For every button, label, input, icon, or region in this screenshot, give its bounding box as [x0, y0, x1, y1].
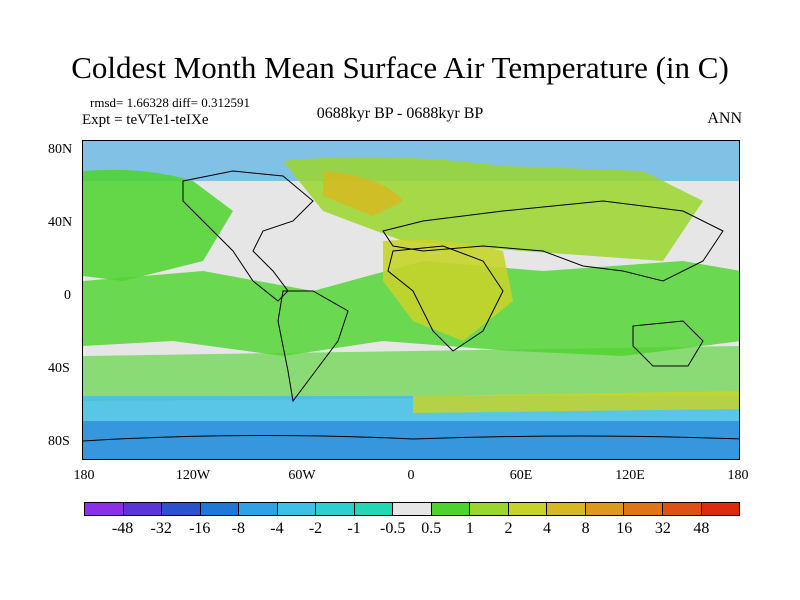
australia-outline — [632, 320, 704, 367]
south-america-outline — [277, 290, 349, 403]
x-label-0: 0 — [407, 468, 415, 483]
x-label-120e: 120E — [615, 468, 645, 483]
y-label-80s: 80S — [48, 434, 70, 449]
colorbar-swatch — [508, 503, 548, 515]
x-label-180w: 180 — [73, 468, 95, 483]
colorbar-swatch — [200, 503, 240, 515]
colorbar-swatch — [277, 503, 317, 515]
colorbar-label: 16 — [616, 520, 633, 537]
north-atlantic-warm — [323, 171, 403, 216]
colorbar-swatch — [624, 503, 663, 515]
colorbar-label: -32 — [150, 520, 172, 537]
colorbar-swatch — [239, 503, 278, 515]
north-america-outline — [182, 170, 314, 302]
world-temperature-map — [82, 140, 740, 460]
southern-ocean-warm — [413, 391, 739, 413]
southern-band-field — [83, 346, 739, 401]
colorbar — [84, 502, 740, 516]
antarctic-deep-cold — [83, 421, 739, 459]
colorbar-swatch — [316, 503, 355, 515]
colorbar-swatch — [354, 503, 394, 515]
x-label-60w: 60W — [288, 468, 316, 483]
colorbar-label: 48 — [693, 520, 710, 537]
rmsd-diff-stats: rmsd= 1.66328 diff= 0.312591 — [90, 95, 250, 110]
africa-outline — [387, 245, 504, 352]
colorbar-swatch — [123, 503, 163, 515]
eurasia-field — [283, 157, 703, 261]
y-label-0: 0 — [64, 288, 71, 303]
colorbar-label: -8 — [231, 520, 246, 537]
x-label-180e: 180 — [727, 468, 749, 483]
colorbar-swatch — [431, 503, 471, 515]
colorbar-swatch — [162, 503, 201, 515]
colorbar-label: -1 — [347, 520, 361, 537]
colorbar-label: 2 — [504, 520, 513, 537]
antarctica-outline — [83, 434, 739, 442]
y-label-40n: 40N — [48, 215, 73, 230]
colorbar-label: -0.5 — [380, 520, 406, 537]
map-title: Coldest Month Mean Surface Air Temperatu… — [71, 50, 729, 85]
colorbar-swatch — [701, 503, 740, 515]
colorbar-swatch — [547, 503, 586, 515]
colorbar-label: -16 — [189, 520, 211, 537]
colorbar-label: 1 — [465, 520, 474, 537]
colorbar-swatch — [585, 503, 625, 515]
y-label-40s: 40S — [48, 361, 70, 376]
colorbar-label: -48 — [111, 520, 134, 537]
x-label-60e: 60E — [509, 468, 533, 483]
eurasia-outline — [382, 200, 724, 282]
colorbar-label: -2 — [308, 520, 323, 537]
colorbar-label: -4 — [270, 520, 284, 537]
x-label-120w: 120W — [175, 468, 211, 483]
experiment-label: Expt = teVTe1-teIXe — [82, 112, 209, 128]
africa-warm-field — [383, 239, 513, 341]
colorbar-label: 8 — [581, 520, 590, 537]
period-label: 0688kyr BP - 0688kyr BP — [316, 105, 484, 122]
colorbar-swatch — [662, 503, 702, 515]
colorbar-label: 0.5 — [421, 520, 442, 537]
temperature-field — [83, 141, 739, 459]
colorbar-label: 32 — [654, 520, 671, 537]
y-label-80n: 80N — [48, 142, 73, 157]
colorbar-swatch — [470, 503, 509, 515]
season-label: ANN — [707, 110, 742, 127]
colorbar-swatch — [85, 503, 124, 515]
colorbar-swatch — [393, 503, 432, 515]
north-pacific-field — [83, 169, 233, 281]
coastlines — [83, 170, 739, 442]
colorbar-label: 4 — [543, 520, 552, 537]
